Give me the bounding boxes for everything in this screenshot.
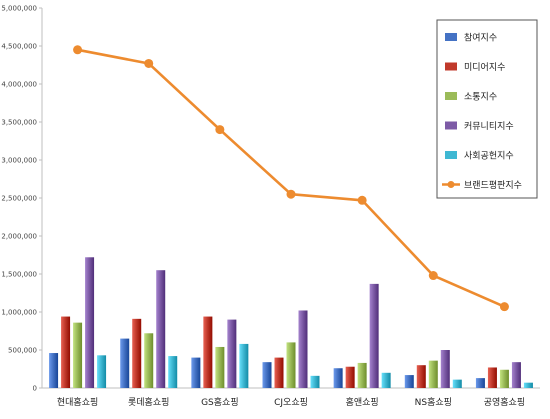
line-point-6	[428, 271, 438, 281]
line-point-5	[357, 195, 367, 205]
bar-3-3	[215, 346, 225, 388]
legend-box	[436, 19, 538, 199]
bar-5-6	[452, 379, 462, 388]
bar-1-7	[475, 378, 485, 388]
bar-4-1	[85, 257, 95, 388]
bar-1-5	[333, 368, 343, 388]
bar-3-7	[499, 369, 509, 388]
bar-1-3	[191, 357, 201, 388]
bar-1-4	[262, 362, 272, 388]
line-point-3	[215, 125, 225, 135]
bar-3-4	[286, 342, 296, 388]
x-tick-label: GS홈쇼핑	[201, 396, 239, 408]
bar-2-3	[203, 316, 213, 388]
x-tick-label: CJ오쇼핑	[274, 397, 308, 408]
bar-2-4	[274, 357, 284, 388]
legend-label: 커뮤니티지수	[464, 121, 514, 132]
bar-5-1	[97, 355, 107, 388]
line-point-2	[144, 58, 154, 68]
bar-3-2	[144, 333, 154, 388]
x-tick-label: 홈앤쇼핑	[346, 396, 379, 408]
bar-4-5	[369, 283, 379, 388]
bar-4-3	[227, 319, 237, 388]
bar-1-2	[120, 338, 130, 388]
line-point-4	[286, 189, 296, 199]
bar-2-5	[345, 366, 355, 388]
bar-4-2	[156, 270, 166, 388]
bar-3-1	[73, 322, 83, 388]
bar-5-2	[168, 356, 178, 388]
y-tick-label: 2,000,000	[1, 233, 37, 241]
y-tick-label: 1,000,000	[1, 309, 37, 317]
x-tick-label: 현대홈쇼핑	[57, 396, 98, 408]
y-tick-label: 3,000,000	[1, 157, 37, 165]
legend-label: 미디어지수	[464, 62, 505, 73]
legend-swatch-marker	[447, 181, 455, 188]
bar-5-4	[310, 375, 320, 388]
y-tick-label: 500,000	[8, 347, 37, 355]
legend-swatch	[445, 62, 457, 71]
line-series	[73, 45, 509, 312]
line-point-1	[73, 45, 83, 55]
legend-swatch	[445, 151, 457, 159]
legend-swatch	[445, 92, 457, 100]
bars	[49, 257, 533, 388]
bar-2-1	[61, 316, 71, 388]
x-tick-label: 롯데홈쇼핑	[128, 396, 169, 408]
bar-5-5	[381, 372, 391, 388]
y-axis: 0 500,000 1,000,000 1,500,000 2,000,000 2,500…	[1, 5, 43, 393]
legend-label: 사회공헌지수	[464, 151, 514, 162]
bar-5-7	[523, 382, 533, 388]
y-tick-label: 1,500,000	[1, 271, 37, 279]
bar-4-7	[511, 362, 521, 388]
y-tick-label: 3,500,000	[1, 119, 37, 127]
bar-4-4	[298, 310, 308, 388]
bar-2-6	[416, 365, 426, 388]
bar-2-7	[487, 367, 497, 388]
legend-label: 참여지수	[464, 32, 497, 44]
bar-3-5	[357, 362, 367, 388]
legend-label: 소통지수	[464, 92, 497, 103]
line-point-7	[499, 302, 509, 312]
bar-3-6	[428, 360, 438, 388]
bar-1-6	[404, 375, 414, 388]
y-tick-label: 0	[33, 385, 37, 393]
y-tick-label: 2,500,000	[1, 195, 37, 203]
bar-1-1	[49, 353, 59, 388]
legend-swatch	[445, 33, 457, 41]
x-axis: 현대홈쇼핑 롯데홈쇼핑 GS홈쇼핑 CJ오쇼핑 홈앤쇼핑 NS홈쇼핑 공영홈쇼핑	[42, 387, 540, 408]
bar-4-6	[440, 350, 450, 388]
x-tick-label: 공영홈쇼핑	[484, 396, 525, 408]
legend-label: 브랜드평판지수	[464, 180, 522, 191]
y-tick-label: 4,500,000	[1, 43, 37, 51]
bar-2-2	[132, 318, 142, 388]
x-tick-label: NS홈쇼핑	[415, 396, 452, 408]
y-tick-label: 5,000,000	[1, 5, 37, 13]
legend-swatch	[445, 121, 457, 130]
bar-5-3	[239, 343, 249, 388]
y-tick-label: 4,000,000	[1, 81, 37, 89]
